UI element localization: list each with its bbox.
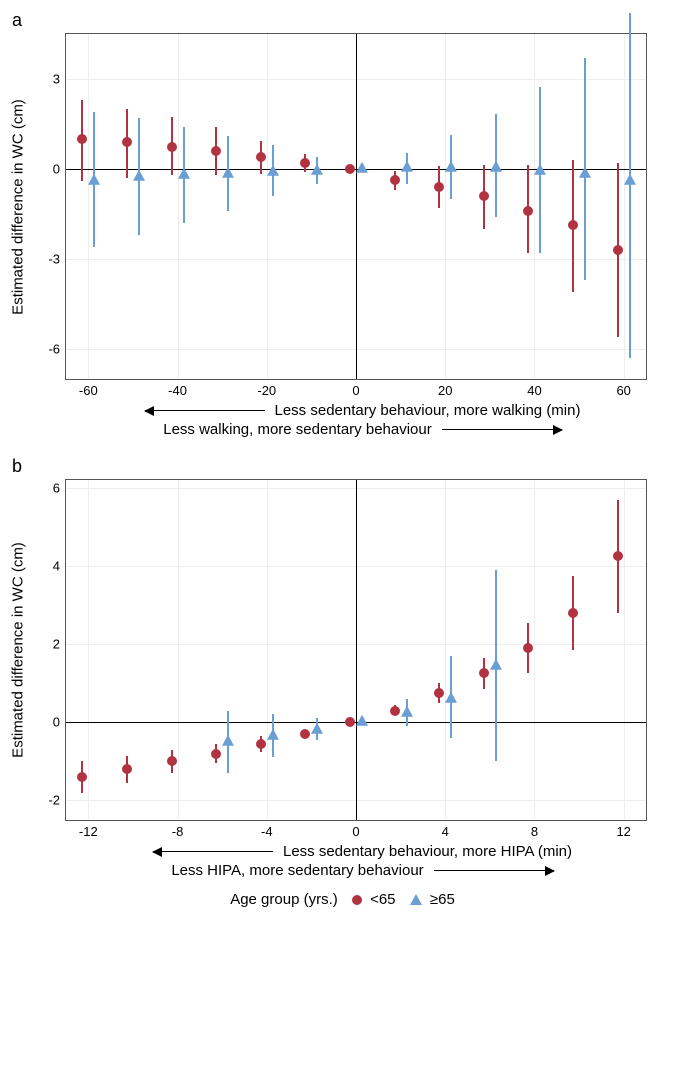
xtick-label: 4 <box>442 820 449 839</box>
legend-marker-triangle <box>410 894 422 905</box>
point-triangle <box>178 168 190 179</box>
ytick-label: -2 <box>48 793 66 808</box>
xtick-label: 0 <box>352 820 359 839</box>
panel-a-anno1: Less sedentary behaviour, more walking (… <box>275 402 581 419</box>
point-circle <box>256 739 266 749</box>
point-triangle <box>133 169 145 180</box>
point-triangle <box>356 162 368 173</box>
point-triangle <box>534 163 546 174</box>
point-circle <box>613 245 623 255</box>
panel-b-plot-area: Estimated difference in WC (cm) -12-8-40… <box>65 479 647 821</box>
arrow-left-icon <box>153 851 273 853</box>
point-triangle <box>267 165 279 176</box>
panel-a-ylabel: Estimated difference in WC (cm) <box>10 99 27 315</box>
panel-a-anno2: Less walking, more sedentary behaviour <box>163 421 431 438</box>
point-circle <box>523 643 533 653</box>
point-circle <box>122 137 132 147</box>
legend: Age group (yrs.) <65 ≥65 <box>10 891 675 908</box>
xtick-label: -4 <box>261 820 273 839</box>
panel-a-annotations: Less sedentary behaviour, more walking (… <box>65 402 660 438</box>
point-triangle <box>356 715 368 726</box>
point-circle <box>568 220 578 230</box>
point-triangle <box>267 729 279 740</box>
point-circle <box>479 191 489 201</box>
point-triangle <box>222 735 234 746</box>
point-circle <box>122 764 132 774</box>
panel-b-anno1: Less sedentary behaviour, more HIPA (min… <box>283 843 572 860</box>
point-circle <box>167 142 177 152</box>
xtick-label: 20 <box>438 379 452 398</box>
panel-b-anno2: Less HIPA, more sedentary behaviour <box>171 862 423 879</box>
point-circle <box>434 182 444 192</box>
point-circle <box>300 729 310 739</box>
point-triangle <box>401 705 413 716</box>
point-circle <box>390 175 400 185</box>
point-triangle <box>401 160 413 171</box>
point-circle <box>434 688 444 698</box>
legend-marker-circle <box>352 895 362 905</box>
xtick-label: 40 <box>527 379 541 398</box>
point-circle <box>256 152 266 162</box>
ytick-label: 3 <box>53 72 66 87</box>
arrow-left-icon <box>145 410 265 412</box>
legend-item-1: ≥65 <box>430 891 455 908</box>
ytick-label: 0 <box>53 162 66 177</box>
ytick-label: -3 <box>48 252 66 267</box>
ytick-label: 6 <box>53 480 66 495</box>
point-circle <box>568 608 578 618</box>
arrow-right-icon <box>434 870 554 872</box>
panel-b-annotations: Less sedentary behaviour, more HIPA (min… <box>65 843 660 879</box>
arrow-right-icon <box>442 429 562 431</box>
point-circle <box>77 772 87 782</box>
point-circle <box>390 706 400 716</box>
error-bar <box>629 13 631 358</box>
point-circle <box>211 749 221 759</box>
point-triangle <box>579 166 591 177</box>
point-triangle <box>222 166 234 177</box>
point-circle <box>345 717 355 727</box>
panel-b-chart: Estimated difference in WC (cm) -12-8-40… <box>65 479 660 821</box>
point-circle <box>77 134 87 144</box>
xtick-label: -8 <box>172 820 184 839</box>
ytick-label: 0 <box>53 715 66 730</box>
xtick-label: 0 <box>352 379 359 398</box>
point-circle <box>523 206 533 216</box>
legend-item-0: <65 <box>370 891 395 908</box>
xtick-label: 60 <box>616 379 630 398</box>
point-triangle <box>490 160 502 171</box>
point-circle <box>345 164 355 174</box>
xtick-label: -20 <box>257 379 276 398</box>
point-triangle <box>445 160 457 171</box>
panel-a-label: a <box>12 10 675 31</box>
legend-title: Age group (yrs.) <box>230 891 338 908</box>
point-triangle <box>445 692 457 703</box>
xtick-label: -60 <box>79 379 98 398</box>
panel-a-plot-area: Estimated difference in WC (cm) -60-40-2… <box>65 33 647 380</box>
point-triangle <box>311 723 323 734</box>
point-triangle <box>88 174 100 185</box>
xtick-label: -12 <box>79 820 98 839</box>
point-triangle <box>624 174 636 185</box>
panel-b-ylabel: Estimated difference in WC (cm) <box>10 542 27 758</box>
point-circle <box>300 158 310 168</box>
point-triangle <box>311 163 323 174</box>
ytick-label: 2 <box>53 637 66 652</box>
xtick-label: 12 <box>616 820 630 839</box>
xtick-label: -40 <box>168 379 187 398</box>
ytick-label: -6 <box>48 342 66 357</box>
panel-b-label: b <box>12 456 675 477</box>
point-triangle <box>490 658 502 669</box>
panel-a-chart: Estimated difference in WC (cm) -60-40-2… <box>65 33 660 380</box>
ytick-label: 4 <box>53 558 66 573</box>
point-circle <box>167 756 177 766</box>
point-circle <box>613 551 623 561</box>
point-circle <box>211 146 221 156</box>
point-circle <box>479 668 489 678</box>
xtick-label: 8 <box>531 820 538 839</box>
